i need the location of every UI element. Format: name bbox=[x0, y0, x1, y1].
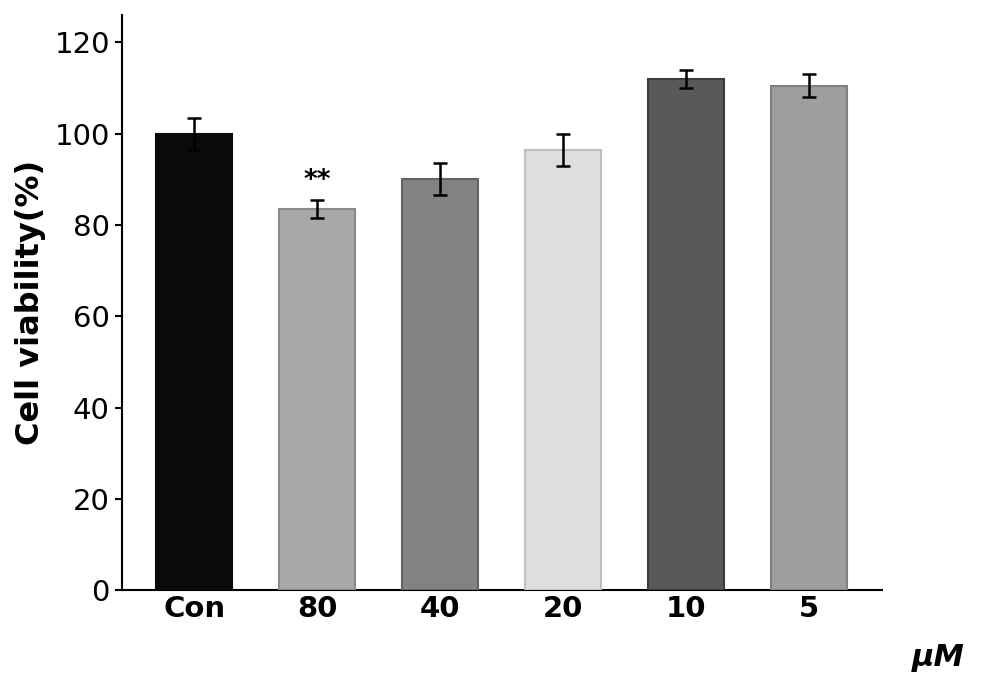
Bar bbox=[771, 86, 847, 590]
Text: **: ** bbox=[303, 168, 331, 194]
Bar bbox=[648, 79, 724, 590]
Bar bbox=[156, 134, 232, 590]
Bar bbox=[402, 179, 478, 590]
Text: μM: μM bbox=[912, 643, 965, 672]
Bar bbox=[279, 209, 355, 590]
Y-axis label: Cell viability(%): Cell viability(%) bbox=[15, 160, 46, 445]
Bar bbox=[525, 150, 601, 590]
